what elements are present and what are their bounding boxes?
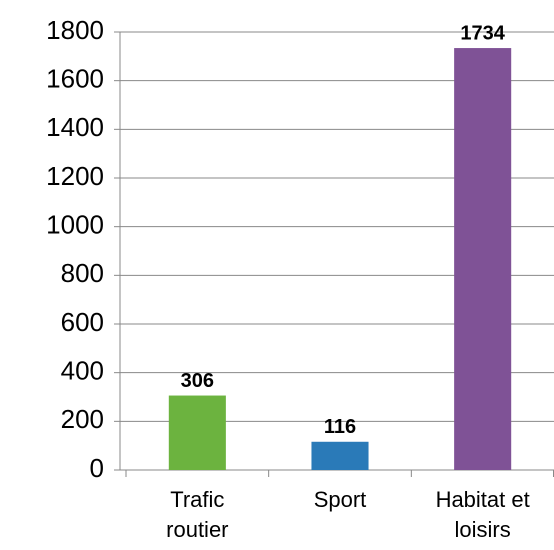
y-tick-label: 0 (90, 453, 104, 483)
y-tick-label: 1200 (46, 161, 104, 191)
y-tick-label: 200 (61, 404, 104, 434)
bar (311, 441, 369, 470)
data-label: 116 (324, 416, 356, 438)
y-tick-label: 1800 (46, 15, 104, 45)
y-tick-label: 1400 (46, 112, 104, 142)
y-tick-label: 600 (61, 307, 104, 337)
bar (168, 395, 226, 470)
x-tick-label: Trafic routier (166, 487, 229, 542)
y-tick-label: 1000 (46, 210, 104, 240)
y-tick-label: 1600 (46, 64, 104, 94)
y-tick-label: 400 (61, 356, 104, 386)
bar (454, 48, 512, 471)
y-tick-label: 800 (61, 258, 104, 288)
x-tick-label: Sport (313, 487, 367, 512)
data-label: 1734 (460, 22, 505, 44)
x-tick-label: Habitat et loisirs (435, 487, 530, 542)
data-label: 306 (181, 370, 214, 392)
